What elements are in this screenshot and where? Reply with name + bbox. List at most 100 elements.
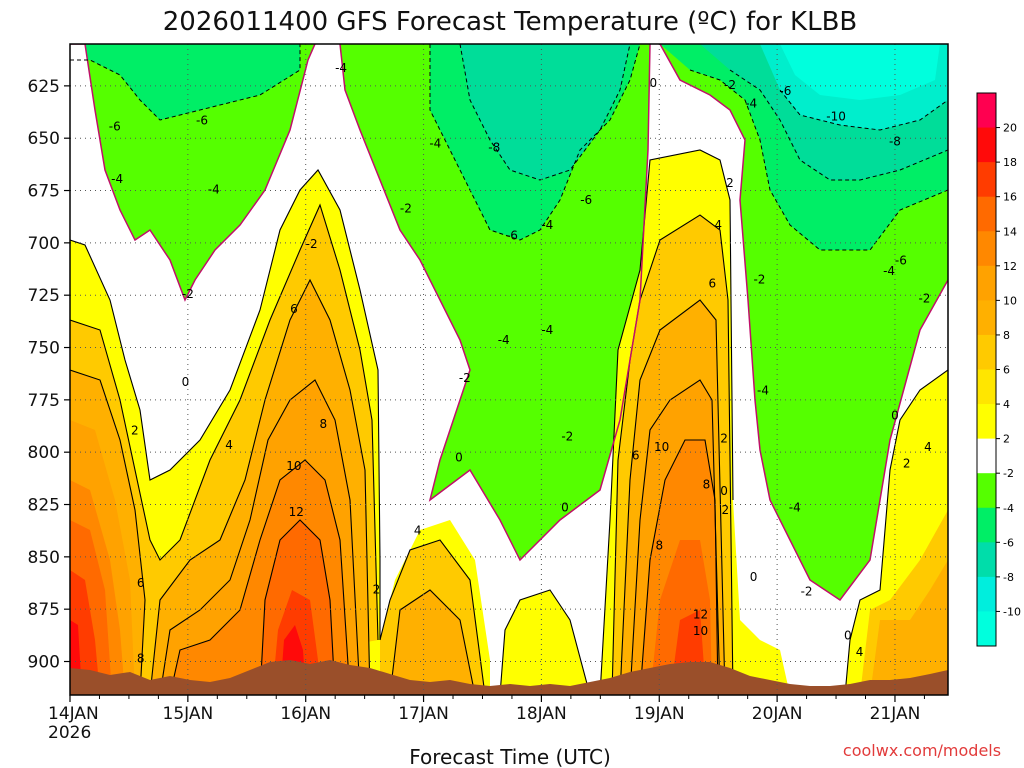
contour-label: -4 (757, 383, 769, 397)
contour-lines (70, 149, 948, 695)
contour-label: 4 (856, 645, 864, 659)
contour-label: -4 (111, 172, 123, 186)
contour-label: 6 (632, 448, 640, 462)
colorbar-swatch (977, 127, 996, 163)
field-band-plus8-plus10 (70, 380, 720, 695)
contour-label: 0 (561, 501, 569, 515)
y-tick-label: 700 (28, 234, 60, 254)
contour-label: 4 (414, 524, 422, 538)
colorbar-label: 18 (1003, 156, 1017, 169)
contour-label: 8 (655, 538, 663, 552)
x-tick-label: 21JAN (870, 704, 921, 724)
contour-label: 6 (290, 302, 298, 316)
contour-label: -10 (826, 109, 846, 123)
colorbar-swatch (977, 231, 996, 267)
contour-label: 10 (654, 440, 669, 454)
plot-frame (69, 43, 949, 696)
zero-contour-lines (70, 44, 948, 602)
source-credit: coolwx.com/models (843, 741, 1001, 760)
colorbar-swatch (977, 93, 996, 129)
colorbar-swatch (977, 473, 996, 509)
colorbar-label: 2 (1003, 433, 1010, 446)
contour-label: 4 (714, 218, 722, 232)
contour-label: 10 (286, 459, 301, 473)
colorbar-label: -8 (1003, 571, 1014, 584)
contour-label: -6 (196, 113, 208, 127)
contour-label: -8 (488, 141, 500, 155)
x-tick-label: 15JAN (163, 704, 214, 724)
contour-label: -2 (400, 201, 412, 215)
colorbar-label: 16 (1003, 191, 1017, 204)
contour-label: -6 (506, 229, 518, 243)
y-axis: 625 650 675 700 725 750 775 800 825 850 875 900 (28, 77, 70, 673)
y-tick-label: 675 (28, 182, 60, 202)
contour-label: 12 (289, 505, 304, 519)
x-tick-label: 17JAN (398, 704, 449, 724)
colorbar-label: 20 (1003, 122, 1017, 135)
y-tick-label: 625 (28, 77, 60, 97)
contour-label: -2 (182, 287, 194, 301)
contour-label: 0 (844, 628, 852, 642)
y-tick-label: 750 (28, 339, 60, 359)
contour-label: -4 (208, 183, 220, 197)
contour-label: -2 (459, 371, 471, 385)
colorbar-label: 8 (1003, 329, 1010, 342)
contour-label: 10 (693, 624, 708, 638)
contour-label: 0 (891, 409, 899, 423)
x-tick-label: 18JAN (516, 704, 567, 724)
chart-title: 2026011400 GFS Forecast Temperature (ºC)… (163, 7, 858, 37)
colorbar-swatch (977, 404, 996, 440)
contour-label: 4 (924, 440, 932, 454)
colorbar-swatch (977, 162, 996, 198)
contour-label: -2 (724, 78, 736, 92)
contour-label: 8 (703, 478, 711, 492)
x-tick-label: 19JAN (634, 704, 685, 724)
contour-label: -8 (889, 134, 901, 148)
colorbar-label: -10 (1003, 605, 1021, 618)
colorbar-swatch (977, 611, 996, 647)
contour-label: -2 (306, 237, 318, 251)
contour-label: -4 (745, 97, 757, 111)
colorbar-label: 14 (1003, 225, 1017, 238)
contour-label: 0 (750, 570, 758, 584)
colorbar-label: 4 (1003, 398, 1010, 411)
contour-label: -2 (801, 584, 813, 598)
x-tick-label: 20JAN (752, 704, 803, 724)
colorbar-label: -4 (1003, 502, 1014, 515)
contour-label: -4 (335, 61, 347, 75)
contour-label: -4 (541, 218, 553, 232)
x-tick-sublabel: 2026 (48, 723, 91, 743)
colorbar-label: -2 (1003, 467, 1014, 480)
colorbar-swatch (977, 369, 996, 405)
y-tick-label: 850 (28, 548, 60, 568)
contour-label: 2 (903, 457, 911, 471)
contour-label: 2 (726, 176, 734, 190)
terrain-fill (70, 660, 948, 695)
contour-label: -2 (918, 291, 930, 305)
contour-label: 4 (225, 438, 233, 452)
contour-label: -2 (753, 273, 765, 287)
colorbar-label: -6 (1003, 536, 1014, 549)
contour-label: 2 (721, 503, 729, 517)
y-tick-label: 900 (28, 653, 60, 673)
contour-label: 2 (720, 432, 728, 446)
colorbar-swatch (977, 300, 996, 336)
colorbar-label: 10 (1003, 294, 1017, 307)
x-tick-label: 16JAN (280, 704, 331, 724)
y-tick-label: 725 (28, 286, 60, 306)
contour-label: 0 (650, 76, 658, 90)
y-tick-label: 650 (28, 129, 60, 149)
colorbar: 20 18 16 14 12 10 8 6 4 2 -2 -4 -6 -8 -10 (976, 92, 1021, 647)
colorbar-swatch (977, 334, 996, 370)
colorbar-swatch (977, 438, 996, 474)
y-tick-label: 775 (28, 391, 60, 411)
contour-label-group: -6 -6-4-4-4-4 -8-6-6-4-2-2-2-2-4-4-2024681… (109, 61, 932, 665)
contour-label: -6 (895, 254, 907, 268)
colorbar-swatch (977, 265, 996, 301)
plot-area: -6 -6-4-4-4-4 -8-6-6-4-2-2-2-2-4-4-2024681… (70, 44, 948, 695)
contour-label: 8 (137, 651, 145, 665)
contour-label: 6 (708, 277, 716, 291)
contour-label: 12 (693, 607, 708, 621)
